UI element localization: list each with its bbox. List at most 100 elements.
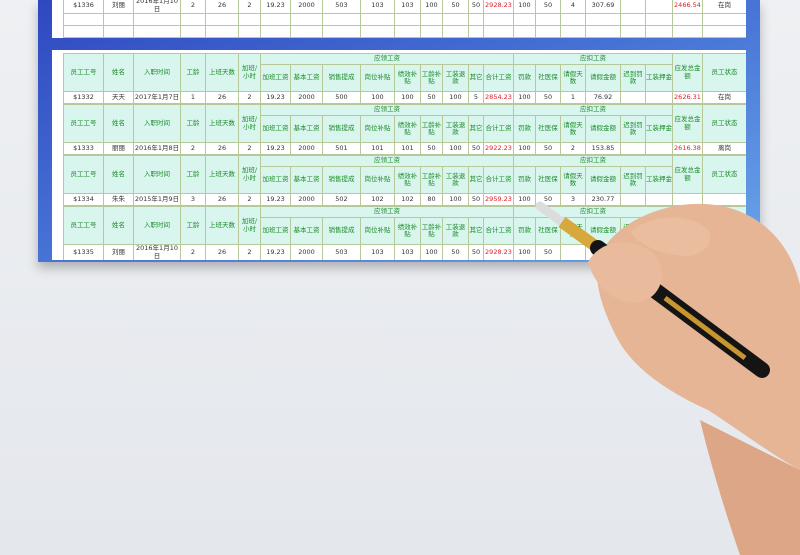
- cell: 2000: [290, 91, 323, 104]
- column-header: 加班工资: [260, 217, 291, 245]
- column-header: 工装押金: [645, 166, 673, 194]
- header-row: 员工工号姓名入职时间工龄上班天数加班/小时应领工资应扣工资应发总金额员工状态: [63, 53, 746, 92]
- empty-row: [63, 13, 746, 26]
- column-header: 请假天数: [560, 64, 586, 92]
- column-header: 其它: [468, 166, 484, 194]
- previous-slip: $1336 刘丽 2016年1月10日 2 26 2 19.23 2000 503 103 103 1…: [63, 0, 746, 38]
- column-header: 请假天数: [560, 115, 586, 143]
- column-header: 迟到罚款: [620, 64, 646, 92]
- cell: 100: [513, 193, 536, 206]
- column-header: 岗位补贴: [360, 64, 395, 92]
- column-header: 工龄补贴: [420, 166, 443, 194]
- column-header: 入职时间: [133, 53, 181, 92]
- cell: 50: [420, 91, 443, 104]
- data-row: $1333 丽丽 2016年1月8日 2 26 2 19.23 2000 501 101 101 50…: [63, 142, 746, 155]
- subheader-row: 加班工资 基本工资 销售提成 岗位补贴 绩效补贴 工龄补贴 工装退款 其它 合计工资 罚款 社医保请…: [64, 64, 747, 92]
- cell: 2000: [290, 244, 323, 260]
- column-header: 罚款: [513, 166, 536, 194]
- column-header: 合计工资: [483, 115, 514, 143]
- column-header: 上班天数: [205, 155, 239, 194]
- column-header: 请假金额: [585, 115, 621, 143]
- column-header: 销售提成: [322, 64, 361, 92]
- cell: 2017年1月7日: [133, 91, 181, 104]
- header-row: 员工工号姓名入职时间工龄上班天数加班/小时应领工资应扣工资应发总金额员工状态: [63, 104, 746, 143]
- column-header: 入职时间: [133, 155, 181, 194]
- column-header: 基本工资: [290, 115, 323, 143]
- cell: 50: [442, 244, 469, 260]
- column-header: 工装退款: [442, 64, 469, 92]
- cell: 50: [535, 142, 561, 155]
- column-header: 员工状态: [702, 104, 746, 143]
- salary-slip: 员工工号姓名入职时间工龄上班天数加班/小时应领工资应扣工资应发总金额员工状态加班…: [63, 104, 746, 155]
- column-header: 请假金额: [585, 166, 621, 194]
- data-row: $1332 天天 2017年1月7日 1 26 2 19.23 2000 500 100 100 50…: [63, 91, 746, 104]
- column-header: 绩效补贴: [394, 115, 421, 143]
- column-header: 应发总金额: [672, 155, 703, 194]
- empty-row: [63, 25, 746, 38]
- cell: 100: [420, 244, 443, 260]
- column-header: 基本工资: [290, 166, 323, 194]
- cell: 501: [322, 142, 361, 155]
- sheet-top: $1336 刘丽 2016年1月10日 2 26 2 19.23 2000 503 103 103 1…: [52, 0, 746, 38]
- column-header: 合计工资: [483, 166, 514, 194]
- cell: 500: [322, 91, 361, 104]
- column-header: 社医保: [535, 115, 561, 143]
- cell: 50: [535, 244, 561, 260]
- cell: 100: [513, 91, 536, 104]
- column-header: 员工状态: [702, 53, 746, 92]
- column-header: 基本工资: [290, 64, 323, 92]
- column-header: 上班天数: [205, 206, 239, 245]
- column-header: 上班天数: [205, 104, 239, 143]
- column-header: 员工工号: [63, 53, 104, 92]
- column-header: 工龄补贴: [420, 115, 443, 143]
- column-header: 姓名: [103, 53, 134, 92]
- cell: 26: [205, 244, 239, 260]
- cell: 刘丽: [103, 244, 134, 260]
- cell: 2928.23: [483, 244, 514, 260]
- salary-slip: 员工工号姓名入职时间工龄上班天数加班/小时应领工资应扣工资应发总金额员工状态加班…: [63, 155, 746, 206]
- column-header: 工装退款: [442, 166, 469, 194]
- pen-tip: [535, 201, 567, 227]
- cell: 3: [180, 193, 206, 206]
- cell: [702, 193, 746, 206]
- column-header: 其它: [468, 64, 484, 92]
- column-header: 销售提成: [322, 115, 361, 143]
- cell: 2: [238, 91, 261, 104]
- column-header: 绩效补贴: [394, 217, 421, 245]
- column-header: 工龄补贴: [420, 217, 443, 245]
- cell: [702, 25, 746, 38]
- column-header: 基本工资: [290, 217, 323, 245]
- column-header: 入职时间: [133, 206, 181, 245]
- cell: 50: [468, 142, 484, 155]
- cell: 19.23: [260, 91, 291, 104]
- column-header: 工龄: [180, 206, 206, 245]
- data-row: $1334 朱朱 2015年1月9日 3 26 2 19.23 2000 502 102 102 80…: [63, 193, 746, 206]
- subheader-row: 加班工资 基本工资 销售提成 岗位补贴 绩效补贴 工龄补贴 工装退款 其它 合计工资 罚款 社医保请…: [64, 166, 747, 194]
- column-header: 工龄补贴: [420, 64, 443, 92]
- finger: [630, 217, 711, 257]
- column-header: 员工工号: [63, 206, 104, 245]
- column-header: 入职时间: [133, 104, 181, 143]
- cell: 50: [468, 193, 484, 206]
- column-header: 岗位补贴: [360, 115, 395, 143]
- pen-clip: [663, 296, 747, 360]
- column-header: 其它: [468, 217, 484, 245]
- column-header: 请假金额: [585, 64, 621, 92]
- salary-slip: 员工工号姓名入职时间工龄上班天数加班/小时应领工资应扣工资应发总金额员工状态加班…: [63, 53, 746, 104]
- column-header: 加班/小时: [238, 104, 261, 143]
- cell: 2: [238, 142, 261, 155]
- column-header: 请假天数: [560, 166, 586, 194]
- column-header: 应发总金额: [672, 53, 703, 92]
- cell: 5: [468, 91, 484, 104]
- cell: 2: [180, 142, 206, 155]
- arm: [700, 420, 800, 555]
- cell: 2000: [290, 142, 323, 155]
- column-header: 绩效补贴: [394, 64, 421, 92]
- cell: 2854.23: [483, 91, 514, 104]
- column-header: 岗位补贴: [360, 217, 395, 245]
- column-header: 销售提成: [322, 217, 361, 245]
- cell: 101: [394, 142, 421, 155]
- column-header: 员工状态: [702, 155, 746, 194]
